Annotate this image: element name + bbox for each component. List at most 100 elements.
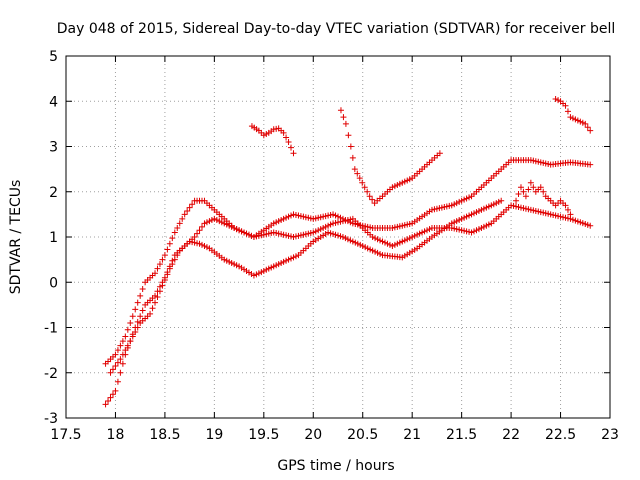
y-axis-label: SDTVAR / TECUs bbox=[8, 180, 24, 295]
data-point bbox=[517, 184, 524, 191]
data-point bbox=[513, 197, 520, 204]
data-point bbox=[184, 207, 191, 214]
data-point bbox=[562, 202, 569, 209]
data-point bbox=[127, 338, 134, 345]
data-point bbox=[351, 166, 358, 173]
data-point bbox=[564, 108, 571, 115]
data-point bbox=[361, 184, 368, 191]
data-point bbox=[436, 150, 443, 157]
data-point bbox=[105, 398, 112, 405]
data-point bbox=[154, 265, 161, 272]
data-point bbox=[114, 347, 121, 354]
x-tick-label: 20.5 bbox=[347, 427, 378, 443]
data-point bbox=[154, 293, 161, 300]
x-tick-label: 21.5 bbox=[446, 427, 477, 443]
data-point bbox=[129, 333, 136, 340]
data-point bbox=[137, 292, 144, 299]
data-point bbox=[186, 204, 193, 211]
data-point bbox=[283, 134, 290, 141]
data-point bbox=[194, 230, 201, 237]
data-point bbox=[161, 276, 168, 283]
data-point bbox=[119, 351, 126, 358]
data-point bbox=[132, 329, 139, 336]
data-point bbox=[356, 175, 363, 182]
data-point bbox=[345, 132, 352, 139]
data-point bbox=[359, 179, 366, 186]
data-point bbox=[169, 235, 176, 242]
data-point bbox=[366, 193, 373, 200]
data-point bbox=[109, 391, 116, 398]
data-point bbox=[179, 215, 186, 222]
data-point bbox=[288, 144, 295, 151]
data-point bbox=[109, 366, 116, 373]
y-tick-label: 3 bbox=[49, 140, 58, 156]
x-tick-label: 22 bbox=[502, 427, 520, 443]
x-tick-label: 17.5 bbox=[50, 427, 81, 443]
x-tick-label: 19.5 bbox=[248, 427, 279, 443]
data-point bbox=[122, 347, 129, 354]
data-point bbox=[337, 107, 344, 114]
data-point bbox=[191, 234, 198, 240]
data-point bbox=[169, 261, 176, 268]
y-tick-label: -2 bbox=[44, 366, 58, 382]
x-tick-label: 18.5 bbox=[149, 427, 180, 443]
y-tick-label: 5 bbox=[49, 49, 58, 65]
data-point bbox=[117, 342, 124, 349]
chart-title: Day 048 of 2015, Sidereal Day-to-day VTE… bbox=[57, 21, 616, 37]
y-tick-label: 0 bbox=[49, 275, 58, 291]
data-point bbox=[161, 252, 168, 259]
data-point bbox=[166, 240, 173, 247]
data-point bbox=[112, 351, 119, 358]
data-point bbox=[107, 369, 114, 376]
data-point bbox=[166, 265, 173, 272]
data-point bbox=[159, 256, 166, 263]
x-tick-label: 18 bbox=[107, 427, 125, 443]
series-satellite-d bbox=[248, 123, 297, 157]
data-point bbox=[156, 288, 163, 295]
data-point bbox=[540, 188, 547, 195]
data-point bbox=[127, 319, 134, 326]
data-point bbox=[174, 252, 181, 259]
data-point bbox=[340, 114, 347, 121]
data-point bbox=[176, 220, 183, 227]
data-point bbox=[107, 394, 114, 401]
data-point bbox=[530, 184, 537, 191]
x-tick-label: 23 bbox=[601, 427, 619, 443]
data-point bbox=[171, 256, 178, 263]
data-point bbox=[498, 197, 505, 204]
data-point bbox=[102, 401, 109, 408]
x-axis-label: GPS time / hours bbox=[277, 458, 394, 474]
data-point bbox=[584, 124, 591, 131]
data-point bbox=[525, 186, 532, 193]
data-point bbox=[112, 387, 119, 394]
data-point bbox=[290, 150, 297, 157]
data-point bbox=[156, 261, 163, 268]
data-point bbox=[587, 222, 594, 229]
data-point bbox=[527, 179, 534, 186]
data-point bbox=[196, 227, 203, 234]
series-satellite-b bbox=[102, 202, 594, 408]
data-point bbox=[124, 326, 131, 333]
series-satellite-c bbox=[107, 197, 505, 376]
y-axis: -3 -2 -1 0 1 2 3 4 5 bbox=[44, 49, 610, 427]
y-tick-label: -1 bbox=[44, 321, 58, 337]
data-point bbox=[280, 129, 287, 136]
y-tick-label: 4 bbox=[49, 94, 58, 110]
data-point bbox=[129, 313, 136, 320]
data-point bbox=[515, 191, 522, 198]
data-point bbox=[122, 333, 129, 340]
data-point bbox=[164, 246, 171, 253]
y-tick-label: -3 bbox=[44, 411, 58, 427]
x-axis: 17.5 18 18.5 19 19.5 20 20.5 21 21.5 22 22.5 23 bbox=[50, 56, 619, 443]
data-point bbox=[587, 161, 594, 168]
data-point bbox=[124, 342, 131, 349]
data-point bbox=[119, 338, 126, 345]
x-tick-label: 22.5 bbox=[545, 427, 576, 443]
data-point bbox=[587, 127, 594, 134]
data-point bbox=[347, 143, 354, 150]
data-point bbox=[369, 196, 376, 203]
data-point bbox=[147, 310, 154, 317]
data-point bbox=[582, 120, 589, 127]
data-points bbox=[102, 95, 594, 408]
